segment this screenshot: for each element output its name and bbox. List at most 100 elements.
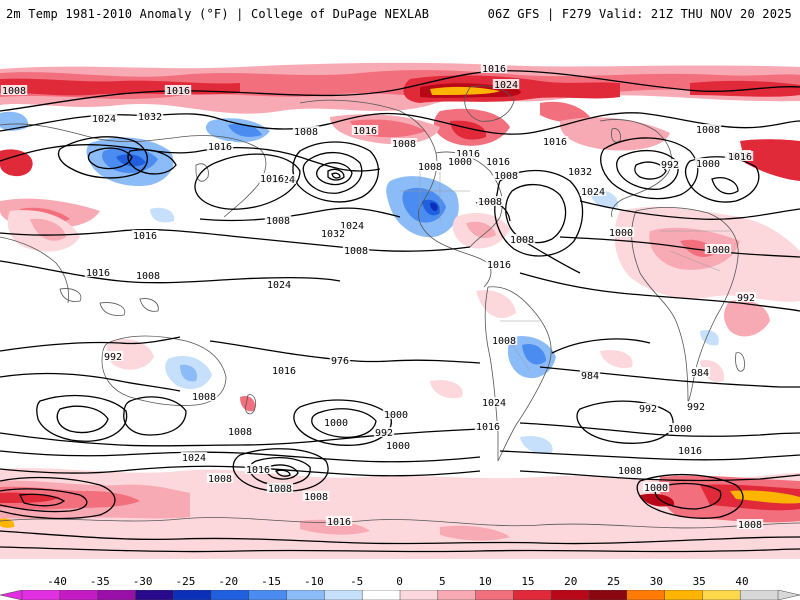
isobar-label-bg [342,245,370,255]
isobar-label: 1000 [448,157,472,168]
isobar-label: 1008 [492,336,516,347]
map-canvas: 1016 1024 1008 1016 1032 1024 1016 1008 1008 1016… [0,41,800,559]
isobar-label: 992 [375,428,393,439]
isobar-label: 1008 [510,235,534,246]
colorbar-segment [97,590,137,600]
colorbar-segment [475,590,515,600]
isobar-label-bg [384,440,412,450]
isobar-label-bg [264,215,292,225]
isobar-label-bg [266,483,294,493]
isobar-label: 1016 [166,86,190,97]
isobar-label-bg [338,220,366,230]
isobar-label: 1016 [487,260,511,271]
isobar-label: 1000 [386,441,410,452]
isobar-label: 1000 [644,483,668,494]
political-borders [400,171,730,372]
isobar-label-bg [322,417,350,427]
colorbar-tick-label: 15 [521,575,535,588]
isobar-label-bg [480,397,508,407]
isobar-label-bg [474,421,502,431]
isobar-label: 1000 [668,424,692,435]
isobar-label: 1016 [678,446,702,457]
colorbar-tick-label: 25 [606,575,621,588]
isobar-label: 1016 [260,174,284,185]
colorbar-segment [324,590,363,600]
isobar-label-bg [190,391,218,401]
colorbar-tick-label: -10 [303,575,324,588]
isobar-label-bg [164,85,192,95]
isobar-label: 1008 [304,492,328,503]
colorbar-segment [21,590,61,600]
colorbar-segment [59,590,99,600]
isobar-label: 1024 [494,80,518,91]
isobar-label: 1016 [327,517,351,528]
isobar-label: 1016 [482,64,506,75]
isobar-label: 1024 [92,114,116,125]
colorbar-tick-labels: -40 -35 -30 -25 -20 -15 -10 -5 0 5 10 15 20 25 30 35 40 [0,575,800,589]
isobar-label-bg [319,228,347,238]
colorbar-segment [739,590,779,600]
colorbar-tick-label: -40 [47,575,67,588]
colorbar-segment [664,590,704,600]
isobar-label-bg [131,230,159,240]
isobar-label-bg [694,124,722,134]
colorbar-tick-label: -5 [350,575,364,588]
isobar-label: 1032 [138,112,162,123]
isobar-label: 1024 [482,398,506,409]
isobar-label-bg [726,151,754,161]
colorbar-tick-label: 10 [478,575,492,588]
isobar-label: 1008 [192,392,216,403]
isobar-label-bg [258,173,286,183]
isobar-label: 1008 [344,246,368,257]
colorbar-segment [248,590,288,600]
isobar-label-bg [637,403,659,413]
isobar-label-bg [446,156,474,166]
isobar-label: 1008 [228,427,252,438]
isobar-label: 1008 [294,127,318,138]
isobar-label: 1024 [267,280,291,291]
isobar-label-bg [694,158,722,168]
colorbar-segment [550,590,590,600]
isobar-label: 1008 [478,197,502,208]
isobar-label-bg [270,365,298,375]
isobar-label-bg [676,445,704,455]
coastlines [0,85,800,529]
isobar-label-bg [541,136,569,146]
isobar-label: 1008 [268,484,292,495]
isobar-label-bg [329,355,351,365]
isobar-label-bg [485,259,513,269]
isobar-label-bg [416,161,444,171]
isobar-label-bg [689,367,711,377]
colorbar-min-arrow [0,590,23,600]
isobar-label: 1016 [133,231,157,242]
colorbar-tick-label: -35 [89,575,110,588]
colorbar-tick-label: -30 [132,575,153,588]
isobar-label-bg [579,370,601,380]
isobar-label: 992 [104,352,122,363]
colorbar-segment [626,590,666,600]
isobar-label: 1016 [456,149,480,160]
isobar-label-bg [134,270,162,280]
isobar-label: 1016 [476,422,500,433]
isobar-label: 1008 [738,520,762,531]
isobar-label-bg [244,464,272,474]
colorbar-tick-label: 20 [564,575,578,588]
isobar-label-bg [373,427,395,437]
isobar-label-bg [325,516,353,526]
isobar-label: 1008 [418,162,442,173]
colorbar-tick-label: 5 [439,575,446,588]
isobar-label: 1000 [384,410,408,421]
global-anomaly-map: 1016 1024 1008 1016 1032 1024 1016 1008 1008 1016… [0,41,800,559]
isobar-label-bg [265,279,293,289]
isobar-label-bg [476,196,504,206]
colorbar-tick-label: 0 [396,575,403,588]
antarctic-warm-anomaly [0,468,800,559]
isobar-label: 1016 [86,268,110,279]
isobar-label-bg [226,426,254,436]
isobar-label-bg [616,465,644,475]
isobar-label-bg [480,63,508,73]
isobar-label: 1016 [208,142,232,153]
isobar-label-bg [492,170,520,180]
isobar-label-bg [492,79,520,89]
isobar-label: 992 [687,402,705,413]
